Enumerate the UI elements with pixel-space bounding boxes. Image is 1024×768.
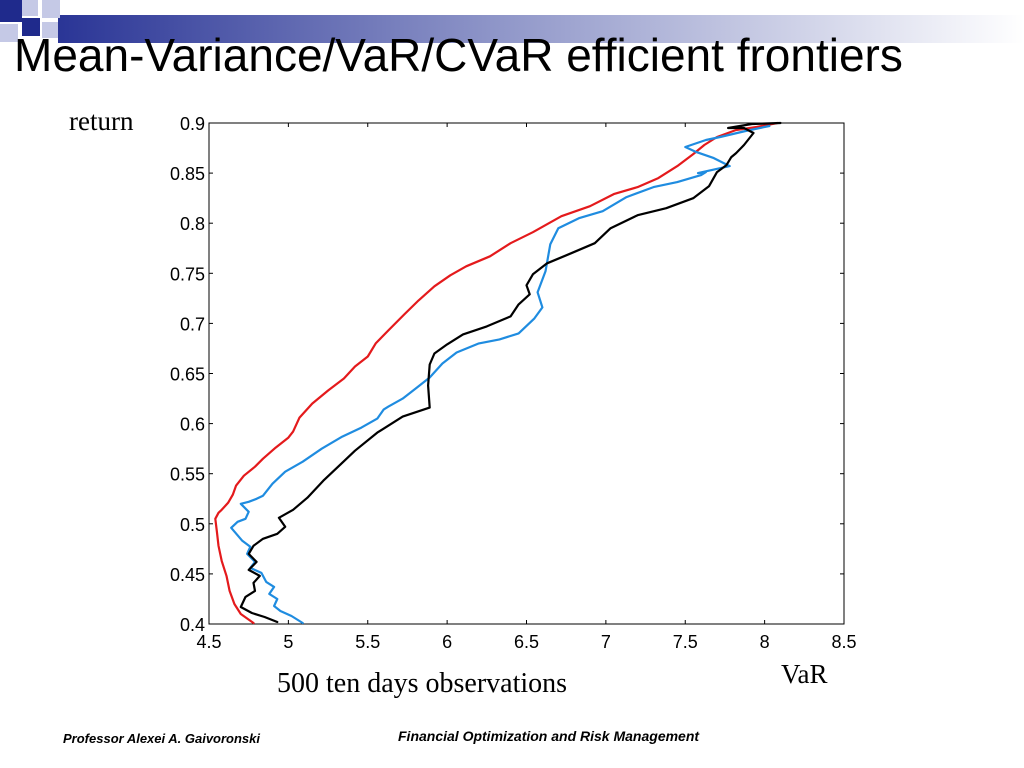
square-light-4 bbox=[42, 22, 58, 38]
slide-title: Mean-Variance/VaR/CVaR efficient frontie… bbox=[14, 29, 903, 81]
x-tick-label-8: 8.5 bbox=[831, 632, 856, 652]
x-tick-label-7: 8 bbox=[760, 632, 770, 652]
y-tick-label-10: 0.9 bbox=[180, 114, 205, 134]
x-tick-label-3: 6 bbox=[442, 632, 452, 652]
blue-frontier-line bbox=[230, 124, 771, 625]
black-frontier-line bbox=[239, 121, 782, 624]
x-tick-label-1: 5 bbox=[283, 632, 293, 652]
y-tick-label-7: 0.75 bbox=[170, 264, 205, 284]
square-light-1 bbox=[22, 0, 38, 16]
x-tick-label-0: 4.5 bbox=[196, 632, 221, 652]
y-tick-label-4: 0.6 bbox=[180, 415, 205, 435]
x-tick-label-4: 6.5 bbox=[514, 632, 539, 652]
square-light-3 bbox=[0, 24, 18, 42]
plot-area-border bbox=[208, 122, 845, 625]
square-dark-2 bbox=[22, 18, 40, 36]
header-decoration bbox=[0, 0, 1024, 43]
y-tick-label-5: 0.65 bbox=[170, 365, 205, 385]
y-axis-label: return bbox=[69, 106, 134, 136]
y-tick-label-8: 0.8 bbox=[180, 214, 205, 234]
y-tick-label-6: 0.7 bbox=[180, 314, 205, 334]
x-tick-label-2: 5.5 bbox=[355, 632, 380, 652]
y-tick-label-0: 0.4 bbox=[180, 615, 205, 635]
x-tick-label-6: 7.5 bbox=[673, 632, 698, 652]
observations-note: 500 ten days observations bbox=[277, 668, 568, 699]
footer-course: Financial Optimization and Risk Manageme… bbox=[398, 728, 700, 744]
axis-ticks bbox=[208, 122, 845, 625]
square-dark-1 bbox=[0, 0, 22, 22]
y-tick-label-1: 0.45 bbox=[170, 565, 205, 585]
x-tick-label-5: 7 bbox=[601, 632, 611, 652]
footer-author: Professor Alexei A. Gaivoronski bbox=[63, 731, 260, 746]
x-axis-label: VaR bbox=[781, 659, 828, 689]
y-tick-label-2: 0.5 bbox=[180, 515, 205, 535]
y-tick-label-9: 0.85 bbox=[170, 164, 205, 184]
plot-frame bbox=[208, 122, 845, 625]
series-lines bbox=[214, 121, 782, 625]
red-frontier-line bbox=[214, 121, 779, 625]
y-tick-label-3: 0.55 bbox=[170, 465, 205, 485]
axis-tick-labels: 4.5 5 5.5 6 6.5 7 7.5 8 8.5 0.4 0.45 0.5 0.55 0.6 0.65… bbox=[170, 114, 857, 652]
square-light-2 bbox=[42, 0, 60, 18]
header-bar bbox=[58, 15, 1024, 43]
